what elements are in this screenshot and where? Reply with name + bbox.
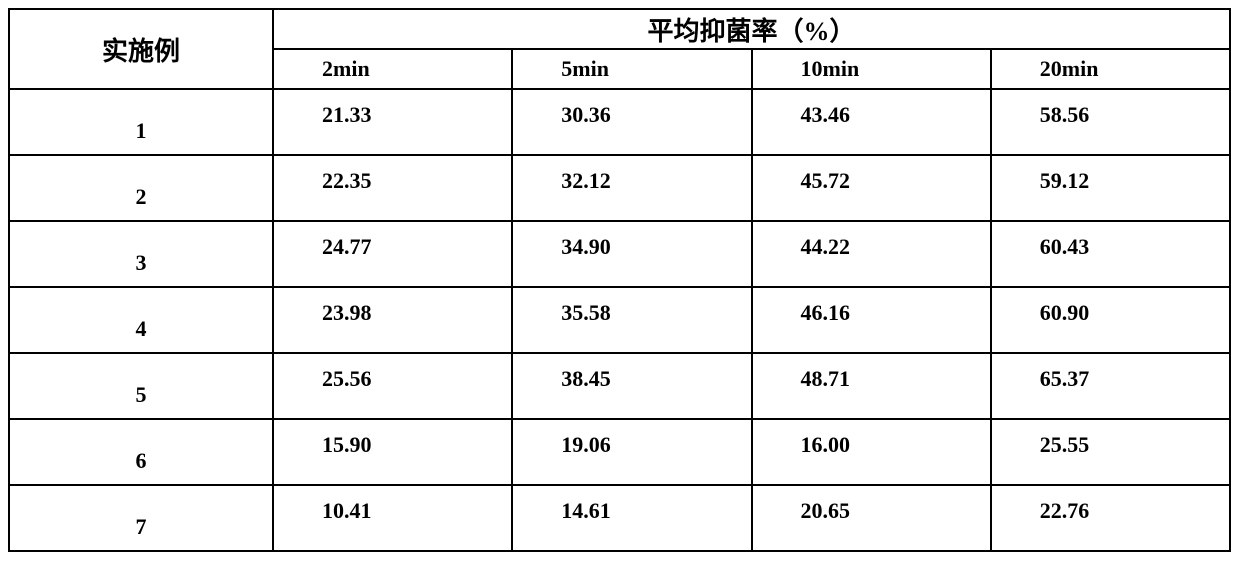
row-value: 21.33	[273, 89, 512, 155]
row-value: 23.98	[273, 287, 512, 353]
row-value: 58.56	[991, 89, 1230, 155]
row-label: 4	[9, 287, 273, 353]
table-body: 1 21.33 30.36 43.46 58.56 2 22.35 32.12 …	[9, 89, 1230, 551]
header-col-2min: 2min	[273, 49, 512, 89]
row-value: 14.61	[512, 485, 751, 551]
header-col-10min: 10min	[752, 49, 991, 89]
row-value: 22.76	[991, 485, 1230, 551]
row-value: 10.41	[273, 485, 512, 551]
header-col-5min: 5min	[512, 49, 751, 89]
row-value: 48.71	[752, 353, 991, 419]
row-value: 45.72	[752, 155, 991, 221]
row-label: 1	[9, 89, 273, 155]
row-label: 2	[9, 155, 273, 221]
table-row: 3 24.77 34.90 44.22 60.43	[9, 221, 1230, 287]
row-value: 60.43	[991, 221, 1230, 287]
table-row: 1 21.33 30.36 43.46 58.56	[9, 89, 1230, 155]
row-value: 35.58	[512, 287, 751, 353]
table-header-row-1: 实施例 平均抑菌率（%）	[9, 9, 1230, 49]
row-value: 19.06	[512, 419, 751, 485]
row-label: 5	[9, 353, 273, 419]
table-header: 实施例 平均抑菌率（%） 2min 5min 10min 20min	[9, 9, 1230, 89]
row-value: 20.65	[752, 485, 991, 551]
table-row: 7 10.41 14.61 20.65 22.76	[9, 485, 1230, 551]
row-value: 34.90	[512, 221, 751, 287]
row-value: 38.45	[512, 353, 751, 419]
row-value: 16.00	[752, 419, 991, 485]
row-value: 65.37	[991, 353, 1230, 419]
row-value: 59.12	[991, 155, 1230, 221]
inhibition-rate-table: 实施例 平均抑菌率（%） 2min 5min 10min 20min 1 21.…	[8, 8, 1231, 552]
row-value: 24.77	[273, 221, 512, 287]
row-value: 43.46	[752, 89, 991, 155]
header-group-label: 平均抑菌率（%）	[273, 9, 1230, 49]
row-value: 25.56	[273, 353, 512, 419]
row-value: 22.35	[273, 155, 512, 221]
row-label: 6	[9, 419, 273, 485]
row-value: 15.90	[273, 419, 512, 485]
row-value: 25.55	[991, 419, 1230, 485]
table-row: 5 25.56 38.45 48.71 65.37	[9, 353, 1230, 419]
row-value: 30.36	[512, 89, 751, 155]
header-col-20min: 20min	[991, 49, 1230, 89]
table-row: 6 15.90 19.06 16.00 25.55	[9, 419, 1230, 485]
row-value: 46.16	[752, 287, 991, 353]
header-example-label: 实施例	[9, 9, 273, 89]
table-row: 4 23.98 35.58 46.16 60.90	[9, 287, 1230, 353]
row-label: 3	[9, 221, 273, 287]
row-value: 60.90	[991, 287, 1230, 353]
row-value: 32.12	[512, 155, 751, 221]
table-row: 2 22.35 32.12 45.72 59.12	[9, 155, 1230, 221]
row-value: 44.22	[752, 221, 991, 287]
row-label: 7	[9, 485, 273, 551]
